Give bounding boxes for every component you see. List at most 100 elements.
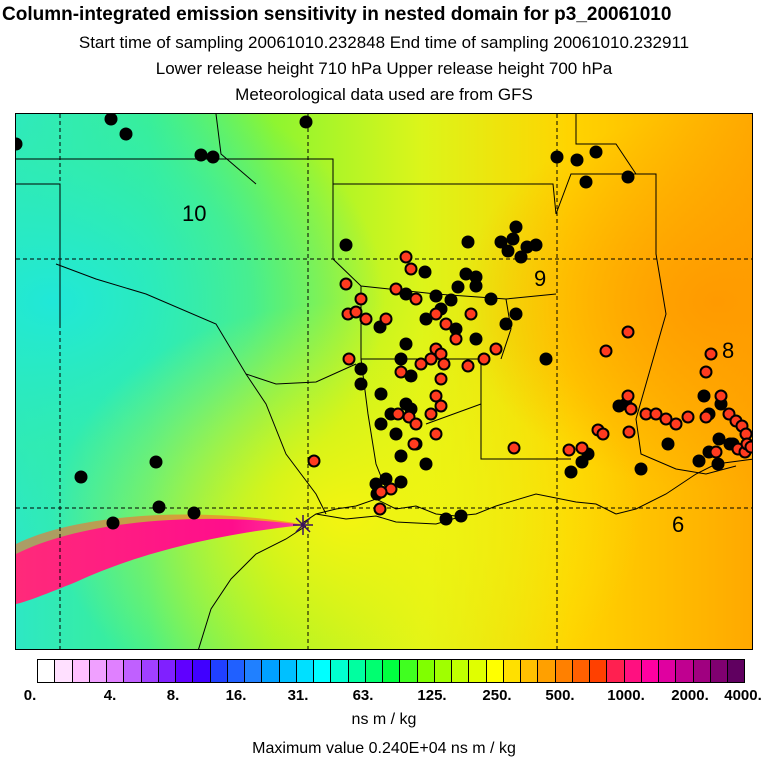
station-marker-red xyxy=(709,445,723,459)
station-marker-red xyxy=(659,412,673,426)
station-marker-red xyxy=(349,305,363,319)
emission-sensitivity-map: 10 9 8 6 xyxy=(15,113,753,650)
station-marker-red xyxy=(414,357,428,371)
station-marker-black xyxy=(374,387,388,401)
colorbar-segment xyxy=(107,660,125,682)
colorbar-segment xyxy=(555,660,573,682)
contour-label-9: 9 xyxy=(534,266,546,291)
station-marker-red xyxy=(477,352,491,366)
station-marker-black xyxy=(634,462,648,476)
station-marker-red xyxy=(575,441,589,455)
station-marker-red xyxy=(704,347,718,361)
station-marker-red xyxy=(621,325,635,339)
station-marker-black xyxy=(418,265,432,279)
station-marker-black xyxy=(104,114,118,126)
station-marker-black xyxy=(509,220,523,234)
colorbar-tick-label: 2000. xyxy=(671,687,709,704)
colorbar-segment xyxy=(521,660,539,682)
colorbar-segment xyxy=(693,660,711,682)
station-marker-red xyxy=(391,407,405,421)
station-marker-red xyxy=(714,389,728,403)
contour-labels: 10 9 8 6 xyxy=(182,201,734,537)
station-marker-black xyxy=(692,454,706,468)
colorbar-segment xyxy=(55,660,73,682)
contour-label-6: 6 xyxy=(672,512,684,537)
station-marker-red xyxy=(373,502,387,516)
colorbar-segment xyxy=(538,660,556,682)
station-marker-red xyxy=(624,402,638,416)
station-marker-red xyxy=(429,307,443,321)
station-marker-black xyxy=(550,150,564,164)
station-marker-black xyxy=(389,427,403,441)
station-marker-red xyxy=(439,317,453,331)
colorbar-tick-label: 1000. xyxy=(607,687,645,704)
station-marker-red xyxy=(407,437,421,451)
station-marker-red xyxy=(437,357,451,371)
contour-label-10: 10 xyxy=(182,201,206,226)
station-marker-red xyxy=(669,417,683,431)
station-marker-black xyxy=(621,170,635,184)
colorbar-segment xyxy=(659,660,677,682)
contour-label-8: 8 xyxy=(722,338,734,363)
colorbar-segment xyxy=(210,660,228,682)
station-marker-black xyxy=(354,362,368,376)
emission-plume xyxy=(16,518,304,604)
station-marker-red xyxy=(599,344,613,358)
station-marker-black xyxy=(339,238,353,252)
station-marker-black xyxy=(529,238,543,252)
station-marker-red xyxy=(359,312,373,326)
station-marker-black xyxy=(469,332,483,346)
station-marker-red xyxy=(699,410,713,424)
station-marker-red xyxy=(399,250,413,264)
station-marker-red xyxy=(449,332,463,346)
station-marker-black xyxy=(469,270,483,284)
station-marker-black xyxy=(394,475,408,489)
station-marker-black xyxy=(570,153,584,167)
station-marker-red xyxy=(489,342,503,356)
station-marker-red xyxy=(621,389,635,403)
colorbar-segment xyxy=(434,660,452,682)
station-marker-red xyxy=(409,417,423,431)
maximum-value-text: Maximum value 0.240E+04 ns m / kg xyxy=(252,740,516,757)
colorbar-tick-label: 16. xyxy=(225,687,247,704)
station-marker-red xyxy=(307,454,321,468)
release-height-line: Lower release height 710 hPa Upper relea… xyxy=(155,59,613,78)
colorbar-segment xyxy=(279,660,297,682)
release-point-marker xyxy=(293,515,313,535)
station-marker-black xyxy=(451,280,465,294)
colorbar-segment xyxy=(296,660,314,682)
colorbar-segment xyxy=(314,660,332,682)
map-svg: 10 9 8 6 xyxy=(16,114,752,649)
colorbar-segment xyxy=(72,660,90,682)
colorbar xyxy=(37,659,745,683)
colorbar-segment xyxy=(417,660,435,682)
station-marker-red xyxy=(424,352,438,366)
station-marker-black xyxy=(712,432,726,446)
station-marker-black xyxy=(119,127,133,141)
colorbar-segment xyxy=(38,660,56,682)
station-marker-red xyxy=(354,292,368,306)
station-marker-black xyxy=(16,137,23,151)
station-marker-black xyxy=(711,457,725,471)
station-marker-black xyxy=(206,150,220,164)
station-marker-black xyxy=(449,322,463,336)
station-marker-black xyxy=(564,465,578,479)
station-marker-red xyxy=(649,407,663,421)
station-marker-red xyxy=(429,389,443,403)
colorbar-segment xyxy=(141,660,159,682)
colorbar-segment xyxy=(348,660,366,682)
colorbar-segment xyxy=(486,660,504,682)
colorbar-segment xyxy=(89,660,107,682)
colorbar-segment xyxy=(624,660,642,682)
colorbar-segment xyxy=(365,660,383,682)
station-marker-black xyxy=(539,352,553,366)
colorbar-segment xyxy=(452,660,470,682)
station-marker-black xyxy=(579,175,593,189)
met-data-line: Meteorological data used are from GFS xyxy=(235,85,533,104)
colorbar-segment xyxy=(572,660,590,682)
colorbar-tick-label: 500. xyxy=(545,687,575,704)
station-marker-black xyxy=(299,115,313,129)
station-marker-red xyxy=(404,262,418,276)
station-marker-black xyxy=(506,232,520,246)
station-marker-red xyxy=(562,443,576,457)
